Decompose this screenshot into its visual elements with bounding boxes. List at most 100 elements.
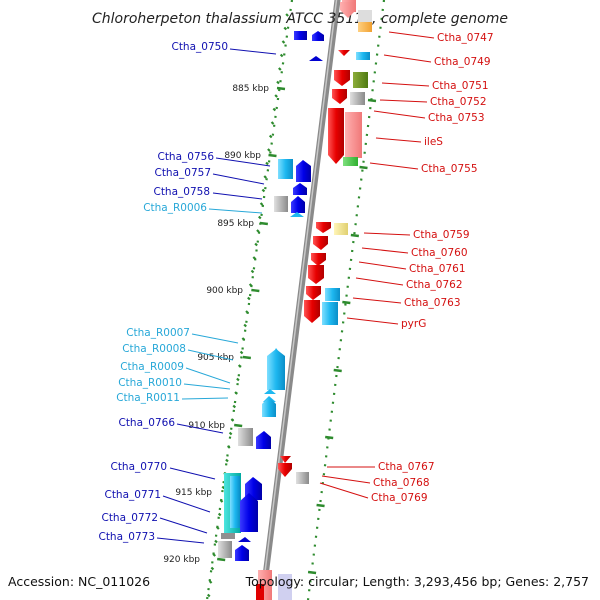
gene-0763-red (306, 286, 321, 300)
minor-tick (279, 53, 284, 58)
gene-label: Ctha_0767 (378, 461, 435, 473)
gene-ileS (345, 112, 362, 158)
gene-0772 (238, 537, 251, 542)
gene-0751 (334, 70, 350, 86)
gene-label: Ctha_0762 (406, 279, 463, 291)
gene-pyrG-red (304, 300, 320, 323)
gene-0769 (296, 472, 309, 484)
scale-label: 910 kbp (188, 421, 225, 431)
gene-label: Ctha_0758 (153, 186, 210, 198)
gene-label: Ctha_R0011 (116, 392, 180, 404)
gene-0757 (296, 160, 311, 182)
minor-tick (256, 229, 260, 233)
scale-label: 895 kbp (217, 219, 254, 229)
major-tick (268, 153, 277, 158)
minor-tick (230, 418, 235, 422)
minor-tick (212, 553, 216, 557)
scale-label: 885 kbp (232, 84, 269, 94)
minor-tick (257, 215, 262, 220)
minor-tick (272, 107, 277, 112)
minor-tick (283, 26, 288, 31)
gene-0749-cyan (356, 52, 370, 60)
gene-label: Ctha_0755 (421, 163, 478, 175)
gene-0763 (325, 288, 340, 301)
major-tick-right (342, 300, 351, 305)
gene-label: Ctha_0771 (104, 489, 161, 501)
scale-label: 920 kbp (163, 555, 200, 565)
gene-0750-a (294, 31, 307, 40)
major-tick (276, 86, 286, 91)
gene-label: Ctha_0772 (101, 512, 158, 524)
gene-label: Ctha_0769 (371, 492, 428, 504)
gene-R0008 (267, 349, 285, 390)
major-tick-right (350, 233, 360, 238)
gene-top-gray (358, 10, 372, 22)
major-tick-right (325, 435, 334, 440)
gene-0762 (308, 265, 324, 284)
gene-label: Ctha_0757 (154, 167, 211, 179)
genome-backbone (259, 0, 341, 600)
gene-label: Ctha_0752 (430, 96, 487, 108)
minor-tick (236, 377, 240, 382)
gene-0770b (230, 476, 240, 528)
gene-label: Ctha_0747 (437, 32, 494, 44)
gene-label: Ctha_0763 (404, 297, 461, 309)
gene-0759-yellow (334, 223, 348, 235)
minor-tick (281, 40, 286, 44)
minor-tick (247, 296, 251, 301)
gene-R0006 (290, 212, 304, 217)
minor-tick (267, 148, 271, 152)
gene-label: ileS (424, 136, 443, 148)
gene-0761 (311, 253, 326, 266)
minor-tick (206, 593, 211, 598)
minor-tick (263, 175, 268, 179)
gene-label: Ctha_0760 (411, 247, 468, 259)
major-tick (259, 221, 269, 226)
minor-tick (228, 431, 233, 436)
gene-0747-right (340, 2, 356, 18)
gene-0768 (278, 463, 292, 477)
gene-top-orange (358, 22, 372, 32)
gene-0752 (332, 89, 347, 104)
gene-0750-b (312, 31, 324, 41)
gene-0771b (240, 493, 258, 532)
minor-tick (241, 337, 246, 341)
gene-label: Ctha_0766 (118, 417, 175, 429)
gene-label: Ctha_0751 (432, 80, 489, 92)
genome-backbone-highlight (260, 0, 338, 600)
scale-label: 915 kbp (175, 488, 212, 498)
gene-R0009 (264, 389, 276, 394)
minor-tick (239, 350, 244, 355)
scale-label: 890 kbp (224, 151, 261, 161)
gene-bottom-lavender (278, 574, 292, 600)
major-tick (234, 423, 243, 428)
minor-tick (245, 310, 249, 314)
gene-0772-gray (221, 533, 235, 539)
left-labels: Ctha_0750 Ctha_0756 Ctha_0757 Ctha_0758 … (98, 41, 228, 543)
minor-tick (278, 67, 282, 71)
minor-tick (274, 94, 278, 98)
gene-label: Ctha_0770 (110, 461, 167, 473)
right-leaders (319, 31, 435, 499)
gene-0755 (343, 157, 358, 166)
gene-R0011 (262, 397, 276, 417)
gene-label: Ctha_0759 (413, 229, 470, 241)
major-tick (251, 288, 260, 293)
minor-tick (248, 283, 253, 287)
gene-features (218, 0, 372, 600)
minor-tick (208, 580, 213, 584)
gene-label: Ctha_0756 (157, 151, 214, 163)
major-tick-right (316, 503, 325, 508)
major-tick-right (333, 368, 342, 373)
gene-bottom-red (256, 584, 264, 600)
gene-0753 (328, 108, 344, 164)
gene-label: Ctha_0753 (428, 112, 485, 124)
minor-tick (276, 80, 280, 85)
scale-label: 900 kbp (206, 286, 243, 296)
minor-tick (285, 13, 289, 17)
scale-labels: 885 kbp 890 kbp 895 kbp 900 kbp 905 kbp … (163, 84, 269, 565)
genome-title: Chloroherpeton thalassium ATCC 35110, co… (92, 11, 508, 27)
gene-0766-gray (238, 428, 253, 446)
minor-tick (265, 161, 269, 166)
